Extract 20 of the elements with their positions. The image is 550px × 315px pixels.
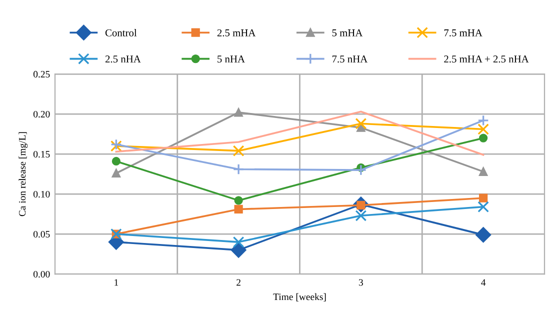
y-tick-label: 0.15	[33, 150, 50, 158]
legend-label: 7.5 mHA	[444, 29, 482, 36]
y-tick-label: 0.05	[33, 230, 50, 238]
y-tick-label: 0.20	[33, 110, 50, 118]
legend-label: 7.5 nHA	[332, 56, 368, 63]
y-tick-label: 0.00	[33, 270, 50, 278]
legend-label: 5 mHA	[332, 29, 363, 36]
x-tick-label: 3	[358, 279, 363, 286]
y-tick-label: 0.10	[33, 190, 50, 198]
x-tick-label: 2	[236, 279, 240, 286]
y-tick-label: 0.25	[33, 70, 50, 78]
legend-label: Control	[105, 29, 137, 36]
legend-label: 5 nHA	[218, 56, 245, 63]
legend-label: 2.5 mHA + 2.5 nHA	[444, 56, 529, 63]
x-tick-label: 4	[481, 279, 486, 286]
x-tick-label: 1	[114, 279, 118, 286]
legend-label: 2.5 mHA	[217, 29, 256, 36]
x-axis-title: Time [weeks]	[273, 293, 326, 302]
legend-label: 2.5 nHA	[105, 56, 141, 63]
y-axis-title: Ca ion release [mg/L]	[18, 132, 28, 216]
